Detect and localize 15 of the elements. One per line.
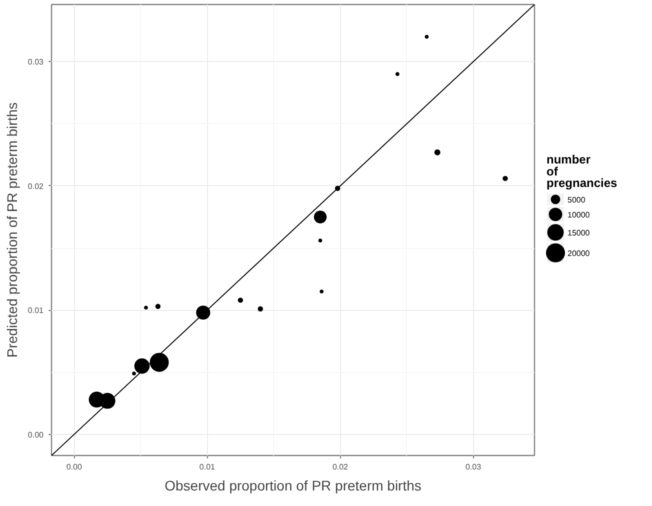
y-axis-title: Predicted proportion of PR preterm births xyxy=(4,102,20,358)
legend-title: number of pregnancies xyxy=(546,152,618,190)
legend-label: 5000 xyxy=(568,195,586,204)
x-tick-label: 0.01 xyxy=(199,462,216,472)
legend-label: 10000 xyxy=(568,210,590,220)
legend-label: 15000 xyxy=(568,228,590,238)
legend-label: 20000 xyxy=(568,248,590,258)
x-tick-label: 0.00 xyxy=(66,462,82,472)
x-axis-title: Observed proportion of PR preterm births xyxy=(164,478,422,494)
y-tick-label: 0.03 xyxy=(28,58,44,67)
y-tick-label: 0.00 xyxy=(28,430,44,440)
y-tick-label: 0.01 xyxy=(28,306,44,316)
x-tick-label: 0.02 xyxy=(332,462,349,472)
y-tick-label: 0.02 xyxy=(28,182,44,191)
x-tick-label: 0.03 xyxy=(466,462,482,472)
